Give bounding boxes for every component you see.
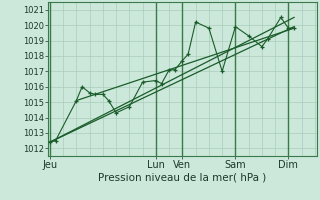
X-axis label: Pression niveau de la mer( hPa ): Pression niveau de la mer( hPa ) [98, 173, 267, 183]
